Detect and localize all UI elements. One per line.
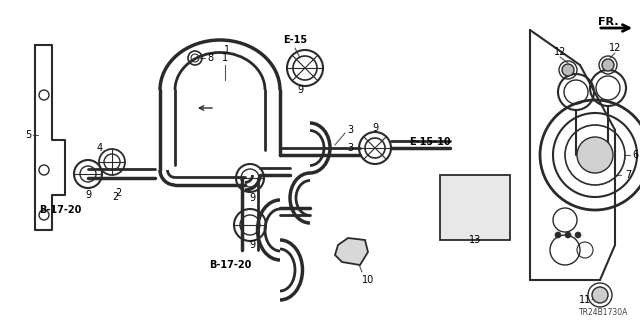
Polygon shape <box>335 238 368 265</box>
Text: B-17-20: B-17-20 <box>39 205 81 215</box>
Text: 4: 4 <box>97 143 103 153</box>
Circle shape <box>602 59 614 71</box>
Text: 2: 2 <box>112 192 118 202</box>
Text: 9: 9 <box>372 123 378 133</box>
Text: 9: 9 <box>297 85 303 95</box>
Circle shape <box>565 232 571 238</box>
Text: E-15-10: E-15-10 <box>409 137 451 147</box>
Text: 8: 8 <box>207 53 213 63</box>
Text: 12: 12 <box>554 47 566 57</box>
Text: 7: 7 <box>625 170 631 180</box>
Circle shape <box>562 64 574 76</box>
Text: 9: 9 <box>85 190 91 200</box>
Text: 9: 9 <box>249 193 255 203</box>
Circle shape <box>577 137 613 173</box>
Text: 1: 1 <box>224 45 230 55</box>
Text: TR24B1730A: TR24B1730A <box>579 308 628 317</box>
Text: 12: 12 <box>609 43 621 53</box>
Text: B-17-20: B-17-20 <box>209 260 251 270</box>
FancyBboxPatch shape <box>440 175 510 240</box>
Text: 13: 13 <box>469 235 481 245</box>
Text: 11: 11 <box>579 295 591 305</box>
Text: 3: 3 <box>347 143 353 153</box>
Text: 6: 6 <box>632 150 638 160</box>
Text: FR.: FR. <box>598 17 618 27</box>
Text: 5: 5 <box>25 130 31 140</box>
Text: 9: 9 <box>249 240 255 250</box>
Text: 2: 2 <box>115 188 121 198</box>
Text: 1: 1 <box>222 53 228 63</box>
Circle shape <box>555 232 561 238</box>
Text: E-15: E-15 <box>283 35 307 45</box>
Text: 10: 10 <box>362 275 374 285</box>
Circle shape <box>592 287 608 303</box>
Circle shape <box>575 232 581 238</box>
Text: 3: 3 <box>347 125 353 135</box>
